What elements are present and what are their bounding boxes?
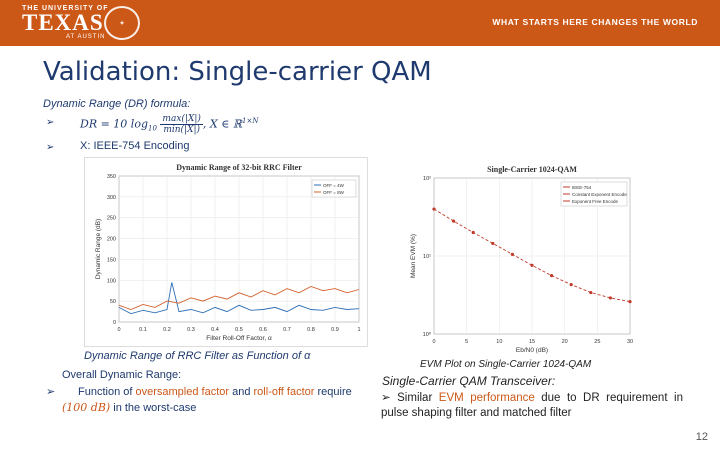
y-tick-label: 100 bbox=[107, 278, 116, 284]
logo-wordmark: TEXAS bbox=[22, 10, 104, 35]
data-point bbox=[589, 290, 593, 295]
chart-title: Dynamic Range of 32-bit RRC Filter bbox=[176, 163, 302, 172]
legend-label: Exponent Free Encode bbox=[572, 199, 619, 204]
chart-title: Single-Carrier 1024-QAM bbox=[487, 165, 577, 174]
x-tick-label: 0.7 bbox=[283, 327, 291, 333]
req-mid-2: require bbox=[314, 386, 352, 398]
x-axis-label: Eb/N0 (dB) bbox=[516, 347, 548, 354]
requirement-text: ➢ Function of oversampled factor and rol… bbox=[46, 385, 362, 416]
data-point bbox=[569, 282, 573, 287]
logo-small-text: THE UNIVERSITY OF bbox=[22, 5, 109, 12]
y-tick-label: 10⁰ bbox=[423, 331, 432, 338]
formula-fraction: max(|X|) min(|X|) bbox=[160, 114, 203, 135]
x-tick-label: 0.9 bbox=[331, 327, 339, 333]
encoding-text: X: IEEE-754 Encoding bbox=[80, 140, 190, 152]
bullet-arrow-icon: ➢ bbox=[46, 117, 55, 128]
req-highlight-1: oversampled factor bbox=[135, 386, 230, 398]
sc-body-highlight: EVM performance bbox=[438, 392, 535, 404]
data-point bbox=[550, 274, 554, 278]
legend-box bbox=[560, 181, 628, 207]
bullet-arrow-icon: ➢ bbox=[46, 142, 55, 153]
x-tick-label: 0.5 bbox=[235, 327, 243, 333]
legend-box bbox=[311, 179, 357, 198]
university-seal-icon: ✦ bbox=[104, 6, 140, 40]
data-point bbox=[432, 207, 436, 211]
slide-number: 12 bbox=[695, 431, 708, 443]
evm-chart: Single-Carrier 1024-QAM 0 5 10 15 20 25 30 10⁰ 10… bbox=[404, 160, 638, 356]
formula-sup: 1×N bbox=[242, 116, 259, 125]
bullet-arrow-icon: ➢ bbox=[46, 386, 56, 398]
x-tick-label: 1 bbox=[357, 327, 360, 333]
y-tick-label: 300 bbox=[107, 195, 116, 201]
formula-domain: , X ∈ ℝ bbox=[202, 117, 243, 131]
x-tick-label: 30 bbox=[627, 339, 633, 345]
data-point bbox=[608, 296, 612, 300]
dynamic-range-chart-svg: Dynamic Range of 32-bit RRC Filter 0 0.1 0.… bbox=[95, 163, 361, 342]
overall-heading: Overall Dynamic Range: bbox=[62, 369, 182, 381]
data-point bbox=[452, 219, 456, 223]
data-point bbox=[628, 300, 632, 304]
tagline: WHAT STARTS HERE CHANGES THE WORLD bbox=[492, 17, 698, 27]
req-mid: and bbox=[229, 386, 254, 398]
series-line-0 bbox=[118, 282, 360, 315]
slide-title: Validation: Single-carrier QAM bbox=[43, 57, 432, 87]
y-tick-label: 50 bbox=[110, 299, 116, 305]
y-axis-label: Dynamic Range (dB) bbox=[95, 219, 102, 279]
y-tick-label: 150 bbox=[107, 257, 116, 263]
formula-sub: 10 bbox=[148, 124, 157, 133]
header-banner: THE UNIVERSITY OF TEXAS AT AUSTIN ✦ WHAT… bbox=[0, 0, 720, 46]
y-tick-label: 350 bbox=[107, 174, 116, 180]
x-tick-label: 0 bbox=[117, 327, 120, 333]
sc-body-post: due to DR requirement in pulse shaping f… bbox=[381, 392, 683, 419]
left-chart-caption: Dynamic Range of RRC Filter as Function … bbox=[84, 350, 311, 362]
y-tick-label: 10² bbox=[423, 176, 431, 182]
req-pre: Function of bbox=[78, 386, 136, 398]
data-point bbox=[530, 263, 534, 267]
y-tick-label: 0 bbox=[113, 320, 116, 326]
req-highlight-3: (100 dB) bbox=[62, 401, 111, 414]
y-axis-label: Mean EVM (%) bbox=[410, 234, 417, 278]
data-point bbox=[491, 241, 495, 246]
logo-sub-text: AT AUSTIN bbox=[66, 34, 106, 40]
x-tick-label: 25 bbox=[594, 339, 600, 345]
legend-label: OFF = 4W bbox=[323, 183, 345, 188]
legend-label: OFF = 8W bbox=[323, 190, 345, 195]
sc-heading: Single-Carrier QAM Transceiver: bbox=[382, 374, 556, 388]
data-point bbox=[510, 252, 514, 256]
university-logo: THE UNIVERSITY OF TEXAS AT AUSTIN bbox=[22, 5, 109, 40]
bullet-arrow-icon: ➢ bbox=[381, 392, 398, 404]
x-tick-label: 0.1 bbox=[139, 327, 147, 333]
y-tick-label: 250 bbox=[107, 216, 116, 222]
y-tick-label: 200 bbox=[107, 237, 116, 243]
x-tick-label: 0.2 bbox=[163, 327, 171, 333]
x-tick-label: 10 bbox=[496, 339, 502, 345]
legend-label: IEEE-754 bbox=[572, 185, 592, 190]
dr-formula: DR = 10 log10 max(|X|) min(|X|), X ∈ ℝ1×N bbox=[80, 114, 258, 135]
sc-body-text: ➢ Similar EVM performance due to DR requ… bbox=[381, 391, 683, 421]
series-line-1 bbox=[118, 286, 360, 310]
x-tick-label: 15 bbox=[529, 339, 535, 345]
evm-chart-svg: Single-Carrier 1024-QAM 0 5 10 15 20 25 30 10⁰ 10… bbox=[410, 165, 633, 354]
x-tick-label: 5 bbox=[465, 339, 468, 345]
x-tick-label: 0.8 bbox=[307, 327, 315, 333]
data-point bbox=[471, 230, 475, 235]
right-chart-caption: EVM Plot on Single-Carrier 1024-QAM bbox=[420, 359, 592, 370]
req-post: in the worst-case bbox=[110, 402, 197, 414]
x-tick-label: 0.6 bbox=[259, 327, 267, 333]
x-tick-label: 0 bbox=[432, 339, 435, 345]
dr-heading: Dynamic Range (DR) formula: bbox=[43, 98, 191, 110]
legend-label: Constant Exponent Encode bbox=[572, 192, 627, 197]
req-highlight-2: roll-off factor bbox=[253, 386, 315, 398]
formula-denominator: min(|X|) bbox=[163, 125, 201, 135]
formula-lhs: DR = 10 log bbox=[80, 117, 148, 131]
formula-numerator: max(|X|) bbox=[160, 114, 203, 125]
x-axis-label: Filter Roll-Off Factor, α bbox=[206, 335, 272, 342]
y-tick-label: 10¹ bbox=[423, 254, 431, 260]
dynamic-range-chart: Dynamic Range of 32-bit RRC Filter 0 0.1 0.… bbox=[84, 157, 368, 347]
sc-body-pre: Similar bbox=[397, 392, 439, 404]
x-tick-label: 0.4 bbox=[211, 327, 219, 333]
x-tick-label: 20 bbox=[562, 339, 568, 345]
x-tick-label: 0.3 bbox=[187, 327, 195, 333]
